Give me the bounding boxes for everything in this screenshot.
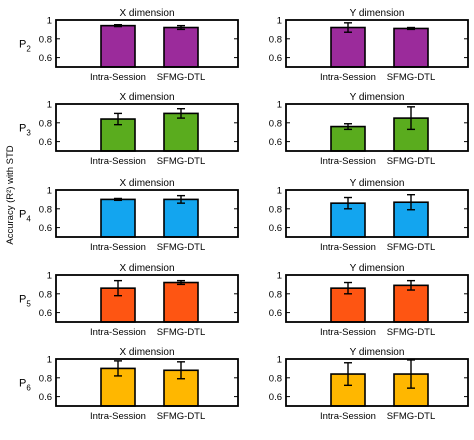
panel-title: X dimension [119,8,174,19]
y-tick-label: 1 [277,186,282,197]
y-tick-label: 0.8 [269,118,282,129]
panel-p5-x: X dimension Intra-Session SFMG-DTL 0.6 0.8 1 [39,263,239,338]
category-label: SFMG-DTL [157,156,206,167]
axes-box [285,103,469,152]
bar-sfmg-dtl [163,198,199,238]
panel-title: Y dimension [350,263,405,274]
y-tick-label: 0.6 [269,392,282,403]
y-tick-label: 0.6 [269,308,282,319]
panel-title: Y dimension [350,347,405,358]
y-tick-label: 0.6 [39,308,52,319]
panel-title: X dimension [119,92,174,103]
panel-p5-y: Y dimension Intra-Session SFMG-DTL 0.6 0.8 1 [269,263,469,338]
row-label-p4: P4 [19,209,31,224]
category-label: SFMG-DTL [157,242,206,253]
panel-p4-x: X dimension Intra-Session SFMG-DTL 0.6 0.8 1 [39,178,239,253]
y-tick-label: 0.6 [269,137,282,148]
axes-box [285,19,469,68]
y-tick-label: 0.8 [39,34,52,45]
category-label: SFMG-DTL [157,72,206,83]
category-label: SFMG-DTL [387,411,436,422]
y-tick-label: 1 [47,355,52,366]
y-tick-label: 0.6 [39,53,52,64]
panel-title: X dimension [119,347,174,358]
axes-box [55,274,239,323]
row-label-p6: P6 [19,378,31,393]
y-tick-label: 0.6 [39,137,52,148]
panel-title: Y dimension [350,8,405,19]
y-tick-label: 1 [277,100,282,111]
category-label: Intra-Session [90,72,146,83]
y-tick-label: 1 [47,271,52,282]
panels-container: P2 X dimension Intra-Session SFMG-DTL 0.6 0.8… [19,8,469,422]
row-label-p5: P5 [19,294,31,309]
row-label-p3: P3 [19,123,31,138]
category-label: SFMG-DTL [387,242,436,253]
bar-intra-session [100,24,136,68]
category-label: Intra-Session [320,242,376,253]
panel-title: Y dimension [350,92,405,103]
bar-intra-session [330,125,366,152]
y-tick-label: 0.8 [39,373,52,384]
panel-p6-y: Y dimension Intra-Session SFMG-DTL 0.6 0.8 1 [269,347,469,422]
category-label: Intra-Session [90,242,146,253]
bar-sfmg-dtl [393,284,429,323]
y-tick-label: 0.8 [39,204,52,215]
bar-intra-session [330,26,366,68]
category-label: Intra-Session [320,156,376,167]
y-tick-label: 1 [47,100,52,111]
panel-p2-y: Y dimension Intra-Session SFMG-DTL 0.6 0.8 1 [269,8,469,83]
y-tick-label: 0.6 [39,392,52,403]
y-tick-label: 0.8 [269,373,282,384]
bar-intra-session [100,198,136,238]
bar-sfmg-dtl [163,112,199,152]
y-tick-label: 0.6 [269,223,282,234]
y-tick-label: 0.8 [39,118,52,129]
axes-box [55,358,239,407]
bar-sfmg-dtl [393,27,429,68]
panel-p3-x: X dimension Intra-Session SFMG-DTL 0.6 0.8 1 [39,92,239,167]
y-tick-label: 0.8 [269,204,282,215]
panel-title: X dimension [119,263,174,274]
axes-box [55,19,239,68]
category-label: SFMG-DTL [387,72,436,83]
y-tick-label: 1 [277,271,282,282]
category-label: SFMG-DTL [387,327,436,338]
row-label-p2: P2 [19,39,31,54]
panel-p4-y: Y dimension Intra-Session SFMG-DTL 0.6 0.8 1 [269,178,469,253]
y-tick-label: 1 [47,186,52,197]
category-label: Intra-Session [90,411,146,422]
axes-box [285,274,469,323]
panel-p2-x: X dimension Intra-Session SFMG-DTL 0.6 0.8 1 [39,8,239,83]
category-label: SFMG-DTL [157,327,206,338]
axes-box [285,358,469,407]
y-tick-label: 0.8 [269,34,282,45]
y-tick-label: 1 [277,16,282,27]
y-tick-label: 0.8 [269,289,282,300]
y-tick-label: 1 [47,16,52,27]
panel-title: Y dimension [350,178,405,189]
axes-box [285,189,469,238]
category-label: SFMG-DTL [157,411,206,422]
y-tick-label: 0.8 [39,289,52,300]
y-tick-label: 0.6 [269,53,282,64]
bar-sfmg-dtl [163,26,199,68]
category-label: Intra-Session [90,327,146,338]
axes-box [55,189,239,238]
panel-p6-x: X dimension Intra-Session SFMG-DTL 0.6 0.8 1 [39,347,239,422]
axes-box [55,103,239,152]
y-tick-label: 1 [277,355,282,366]
bar-sfmg-dtl [163,281,199,323]
category-label: Intra-Session [320,72,376,83]
category-label: Intra-Session [90,156,146,167]
category-label: Intra-Session [320,327,376,338]
panel-p3-y: Y dimension Intra-Session SFMG-DTL 0.6 0.8 1 [269,92,469,167]
category-label: SFMG-DTL [387,156,436,167]
category-label: Intra-Session [320,411,376,422]
y-axis-label: Accuracy (R²) with STD [5,145,16,244]
y-tick-label: 0.6 [39,223,52,234]
panel-title: X dimension [119,178,174,189]
